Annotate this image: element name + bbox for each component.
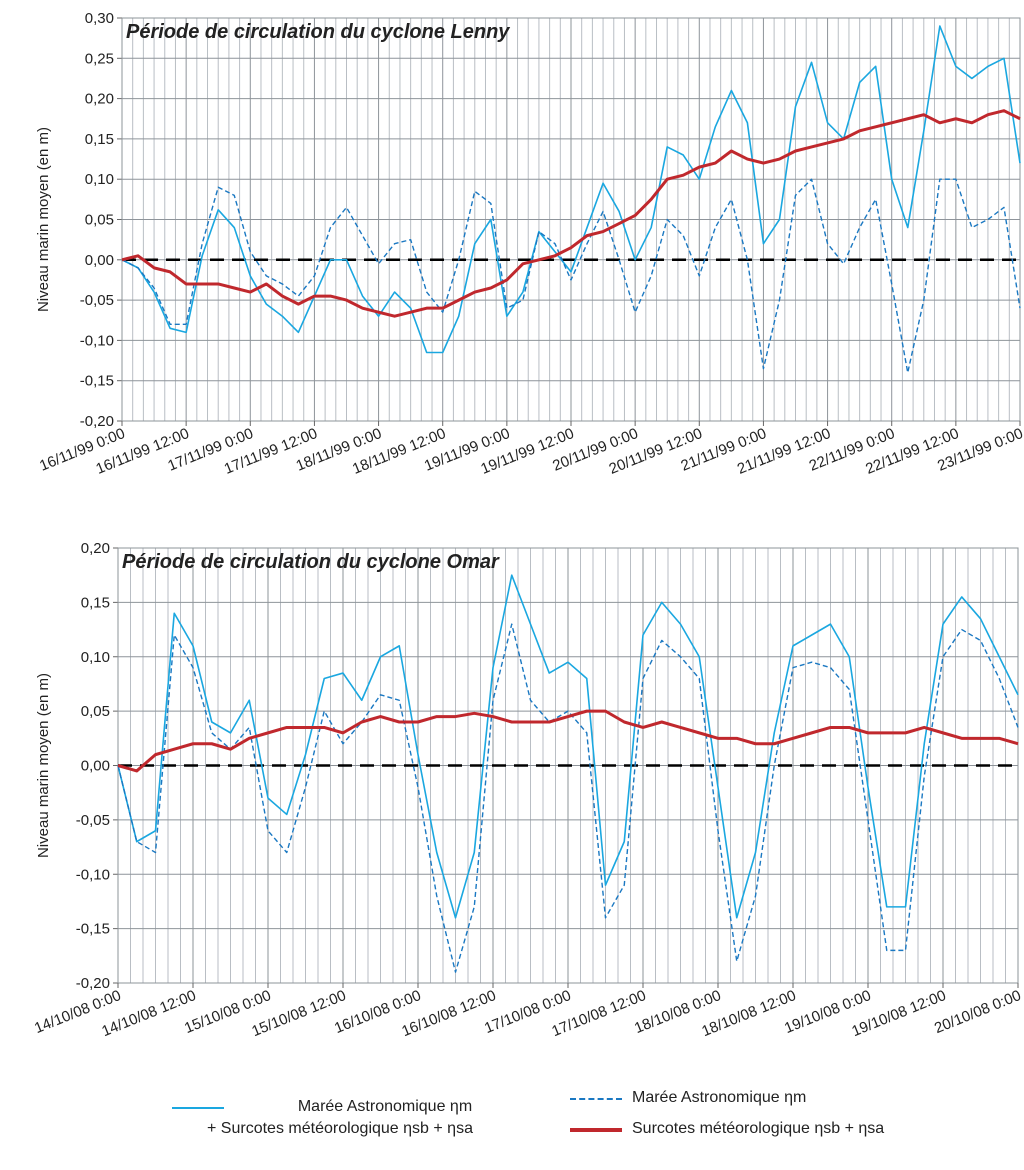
chart-title: Période de circulation du cyclone Lenny bbox=[126, 21, 510, 43]
y-tick-label: 0,10 bbox=[85, 171, 114, 188]
legend-swatch bbox=[172, 1107, 224, 1109]
legend-swatch bbox=[570, 1128, 622, 1132]
y-tick-label: -0,05 bbox=[80, 292, 114, 309]
y-tick-label: 0,30 bbox=[85, 10, 114, 27]
y-tick-label: -0,10 bbox=[80, 332, 114, 349]
y-tick-label: -0,10 bbox=[76, 866, 110, 883]
y-tick-label: 0,20 bbox=[81, 540, 110, 557]
y-tick-label: -0,20 bbox=[76, 975, 110, 992]
y-tick-label: -0,15 bbox=[80, 373, 114, 390]
series-line bbox=[117, 574, 1019, 919]
y-tick-label: -0,05 bbox=[76, 812, 110, 829]
y-tick-label: 0,10 bbox=[81, 649, 110, 666]
y-axis-label: Niveau marin moyen (en m) bbox=[35, 673, 52, 858]
x-tick-label: 20/10/08 0:00 bbox=[932, 987, 1023, 1037]
series-line bbox=[121, 109, 1021, 318]
y-tick-label: 0,25 bbox=[85, 50, 114, 67]
y-tick-label: -0,15 bbox=[76, 921, 110, 938]
y-tick-label: 0,00 bbox=[81, 758, 110, 775]
series-line bbox=[121, 178, 1021, 374]
y-tick-label: 0,15 bbox=[81, 594, 110, 611]
y-tick-label: 0,05 bbox=[85, 212, 114, 229]
y-tick-label: 0,20 bbox=[85, 91, 114, 108]
chart-title: Période de circulation du cyclone Omar bbox=[122, 551, 500, 573]
legend-swatch bbox=[570, 1098, 622, 1100]
legend-label: Marée Astronomique ηm + Surcotes météoro… bbox=[207, 1098, 473, 1137]
series-line bbox=[121, 25, 1021, 354]
legend-label: Surcotes météorologique ηsb + ηsa bbox=[632, 1120, 885, 1137]
series-line bbox=[117, 623, 1019, 973]
y-tick-label: 0,00 bbox=[85, 252, 114, 269]
legend-label: Marée Astronomique ηm bbox=[632, 1089, 807, 1106]
y-axis-label: Niveau marin moyen (en m) bbox=[35, 127, 52, 312]
y-tick-label: 0,05 bbox=[81, 703, 110, 720]
y-tick-label: -0,20 bbox=[80, 413, 114, 430]
series-line bbox=[117, 709, 1019, 773]
y-tick-label: 0,15 bbox=[85, 131, 114, 148]
